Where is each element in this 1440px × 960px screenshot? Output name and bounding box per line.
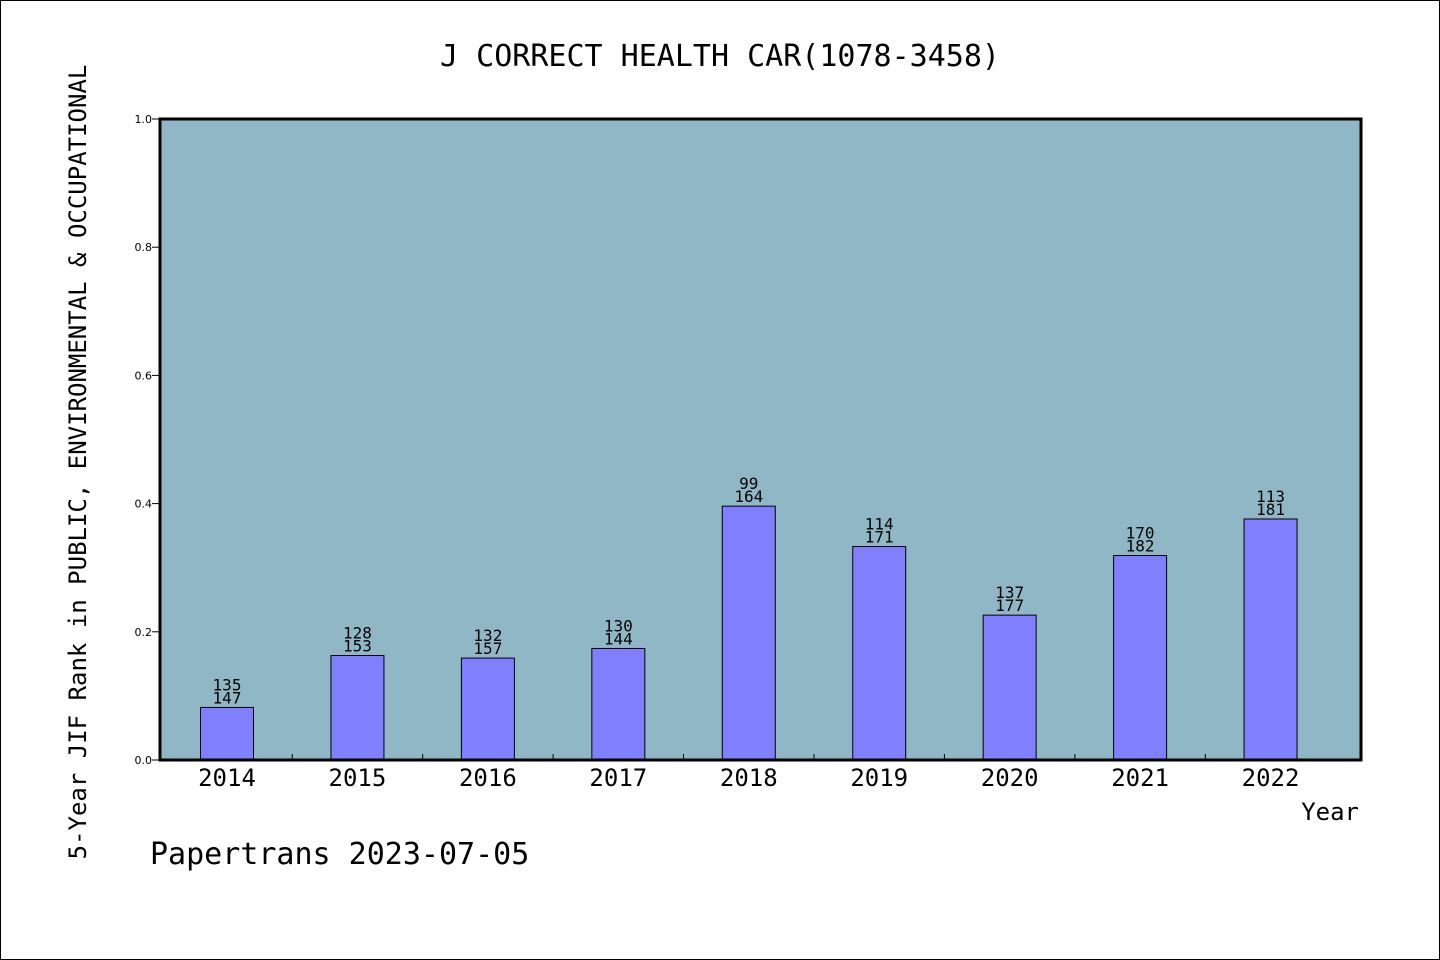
plot-border (158, 117, 1363, 762)
bar-total-label: 164 (734, 487, 763, 506)
x-axis-label: Year (1301, 798, 1359, 826)
y-tick-label: 0.0 (135, 754, 153, 767)
x-tick-label: 2020 (981, 764, 1039, 792)
bar-rank-label: 113 (1256, 487, 1285, 506)
bar-2020 (982, 614, 1037, 761)
bar-rank-label: 132 (473, 626, 502, 645)
x-tick-label: 2014 (198, 764, 256, 792)
x-tick-label: 2021 (1111, 764, 1169, 792)
bar-2016 (460, 657, 515, 761)
x-tick-label: 2016 (459, 764, 517, 792)
bar-rank-label: 170 (1126, 524, 1155, 543)
bar-rank-label: 137 (995, 583, 1024, 602)
bar-total-label: 177 (995, 596, 1024, 615)
bar-total-label: 157 (473, 639, 502, 658)
bar-2015 (330, 655, 385, 761)
bar-total-label: 153 (343, 637, 372, 656)
bar-rank-label: 114 (865, 515, 894, 534)
y-axis-label: 5-Year JIF Rank in PUBLIC, ENVIRONMENTAL… (64, 65, 92, 860)
x-axis: 2014 2015 2016 2017 2018 2019 2020 2021 2022 (198, 754, 1299, 792)
bar-total-label: 147 (213, 688, 242, 707)
bar-total-label: 182 (1126, 537, 1155, 556)
chart-title: J CORRECT HEALTH CAR(1078-3458) (440, 39, 1000, 74)
x-tick-label: 2022 (1242, 764, 1300, 792)
y-axis: 0.0 0.2 0.4 0.6 0.8 1.0 (135, 113, 160, 767)
bar-total-label: 181 (1256, 500, 1285, 519)
bar-2018 (721, 505, 776, 761)
bars (200, 505, 1298, 761)
x-tick-label: 2017 (589, 764, 647, 792)
bar-total-label: 171 (865, 528, 894, 547)
y-tick-label: 0.2 (135, 626, 153, 639)
footer-credit: Papertrans 2023-07-05 (150, 837, 529, 872)
y-tick-label: 0.8 (135, 241, 153, 254)
bar-rank-label: 99 (739, 474, 758, 493)
bar-total-label: 144 (604, 629, 633, 648)
bar-2022 (1243, 518, 1298, 761)
bar-rank-label: 135 (213, 675, 242, 694)
y-tick-label: 0.4 (135, 498, 153, 511)
bar-rank-label: 130 (604, 616, 633, 635)
x-tick-label: 2019 (850, 764, 908, 792)
y-tick-label: 1.0 (135, 113, 153, 126)
y-tick-label: 0.6 (135, 369, 153, 382)
bar-2014 (200, 706, 254, 761)
bar-rank-label: 128 (343, 624, 372, 643)
bar-2019 (852, 546, 907, 761)
bar-labels: 1351471281531321571301449916411417113717… (213, 474, 1285, 707)
x-tick-label: 2015 (329, 764, 387, 792)
x-tick-label: 2018 (720, 764, 778, 792)
bar-2021 (1113, 555, 1168, 761)
bar-2017 (591, 647, 646, 761)
